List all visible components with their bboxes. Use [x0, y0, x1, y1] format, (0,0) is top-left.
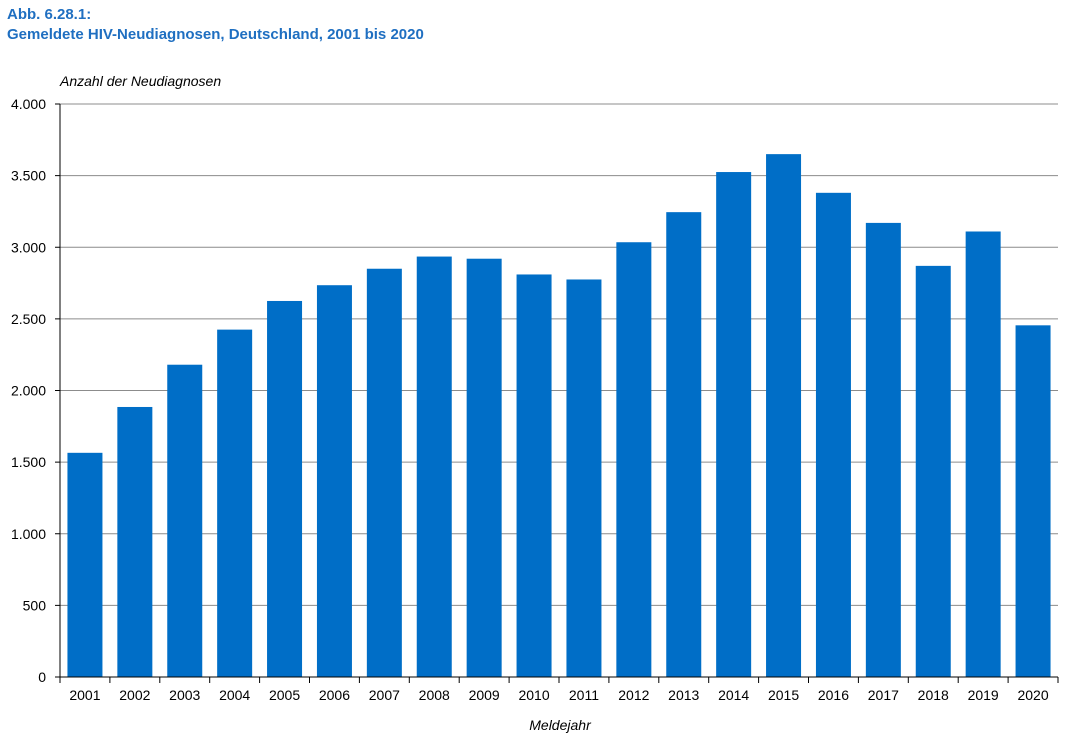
bar-2002 [117, 406, 153, 677]
x-tick-label: 2018 [918, 687, 949, 703]
figure-header: Abb. 6.28.1: Gemeldete HIV-Neudiagnosen,… [7, 5, 424, 45]
bar-2004 [217, 329, 253, 677]
x-tick-label: 2008 [419, 687, 450, 703]
x-tick-label: 2015 [768, 687, 799, 703]
x-tick-label: 2007 [369, 687, 400, 703]
bar-2010 [516, 274, 552, 677]
x-tick-label: 2004 [219, 687, 250, 703]
x-tick-label: 2017 [868, 687, 899, 703]
bar-2018 [915, 265, 951, 677]
bar-2003 [167, 364, 203, 677]
x-tick-label: 2011 [569, 687, 599, 703]
bar-2012 [616, 242, 652, 677]
labels: Anzahl der Neudiagnosen Meldejahr 0 500 1.… [11, 73, 1049, 733]
y-tick-label: 2.500 [11, 311, 46, 327]
x-tick-label: 2010 [518, 687, 549, 703]
y-tick-label: 3.000 [11, 239, 46, 255]
bar-2014 [716, 172, 752, 677]
y-tick-label: 500 [23, 597, 47, 613]
x-tick-label: 2016 [818, 687, 849, 703]
bar-2017 [865, 222, 901, 677]
x-tick-label: 2013 [668, 687, 699, 703]
x-axis-label: Meldejahr [529, 717, 592, 733]
figure-label: Abb. 6.28.1: [7, 6, 92, 23]
figure-title: Gemeldete HIV-Neudiagnosen, Deutschland,… [7, 26, 424, 43]
x-tick-label: 2005 [269, 687, 300, 703]
x-tick-label: 2012 [618, 687, 649, 703]
x-tick-label: 2020 [1017, 687, 1048, 703]
y-tick-label: 2.000 [11, 383, 46, 399]
gridlines [60, 103, 1058, 606]
y-tick-label: 4.000 [11, 96, 46, 112]
bar-2008 [416, 256, 452, 677]
bar-2013 [666, 212, 702, 677]
bar-2015 [766, 154, 802, 677]
x-tick-label: 2002 [119, 687, 150, 703]
bar-2005 [267, 300, 303, 677]
bar-2019 [965, 231, 1001, 677]
bar-2016 [815, 192, 851, 677]
x-tick-label: 2006 [319, 687, 350, 703]
bar-2006 [316, 285, 352, 677]
x-tick-label: 2001 [69, 687, 100, 703]
y-tick-label: 3.500 [11, 168, 46, 184]
bar-2001 [67, 452, 103, 677]
y-tick-label: 0 [38, 669, 46, 685]
x-tick-label: 2014 [718, 687, 749, 703]
x-tick-label: 2009 [469, 687, 500, 703]
bar-2007 [366, 268, 402, 677]
y-axis-label: Anzahl der Neudiagnosen [59, 73, 221, 89]
y-tick-label: 1.000 [11, 526, 46, 542]
bar-2011 [566, 279, 602, 677]
bar-2020 [1015, 325, 1051, 677]
axes [55, 103, 1059, 683]
bar-2009 [466, 258, 502, 677]
bars [67, 154, 1051, 677]
x-tick-label: 2019 [968, 687, 999, 703]
y-tick-label: 1.500 [11, 454, 46, 470]
x-tick-label: 2003 [169, 687, 200, 703]
